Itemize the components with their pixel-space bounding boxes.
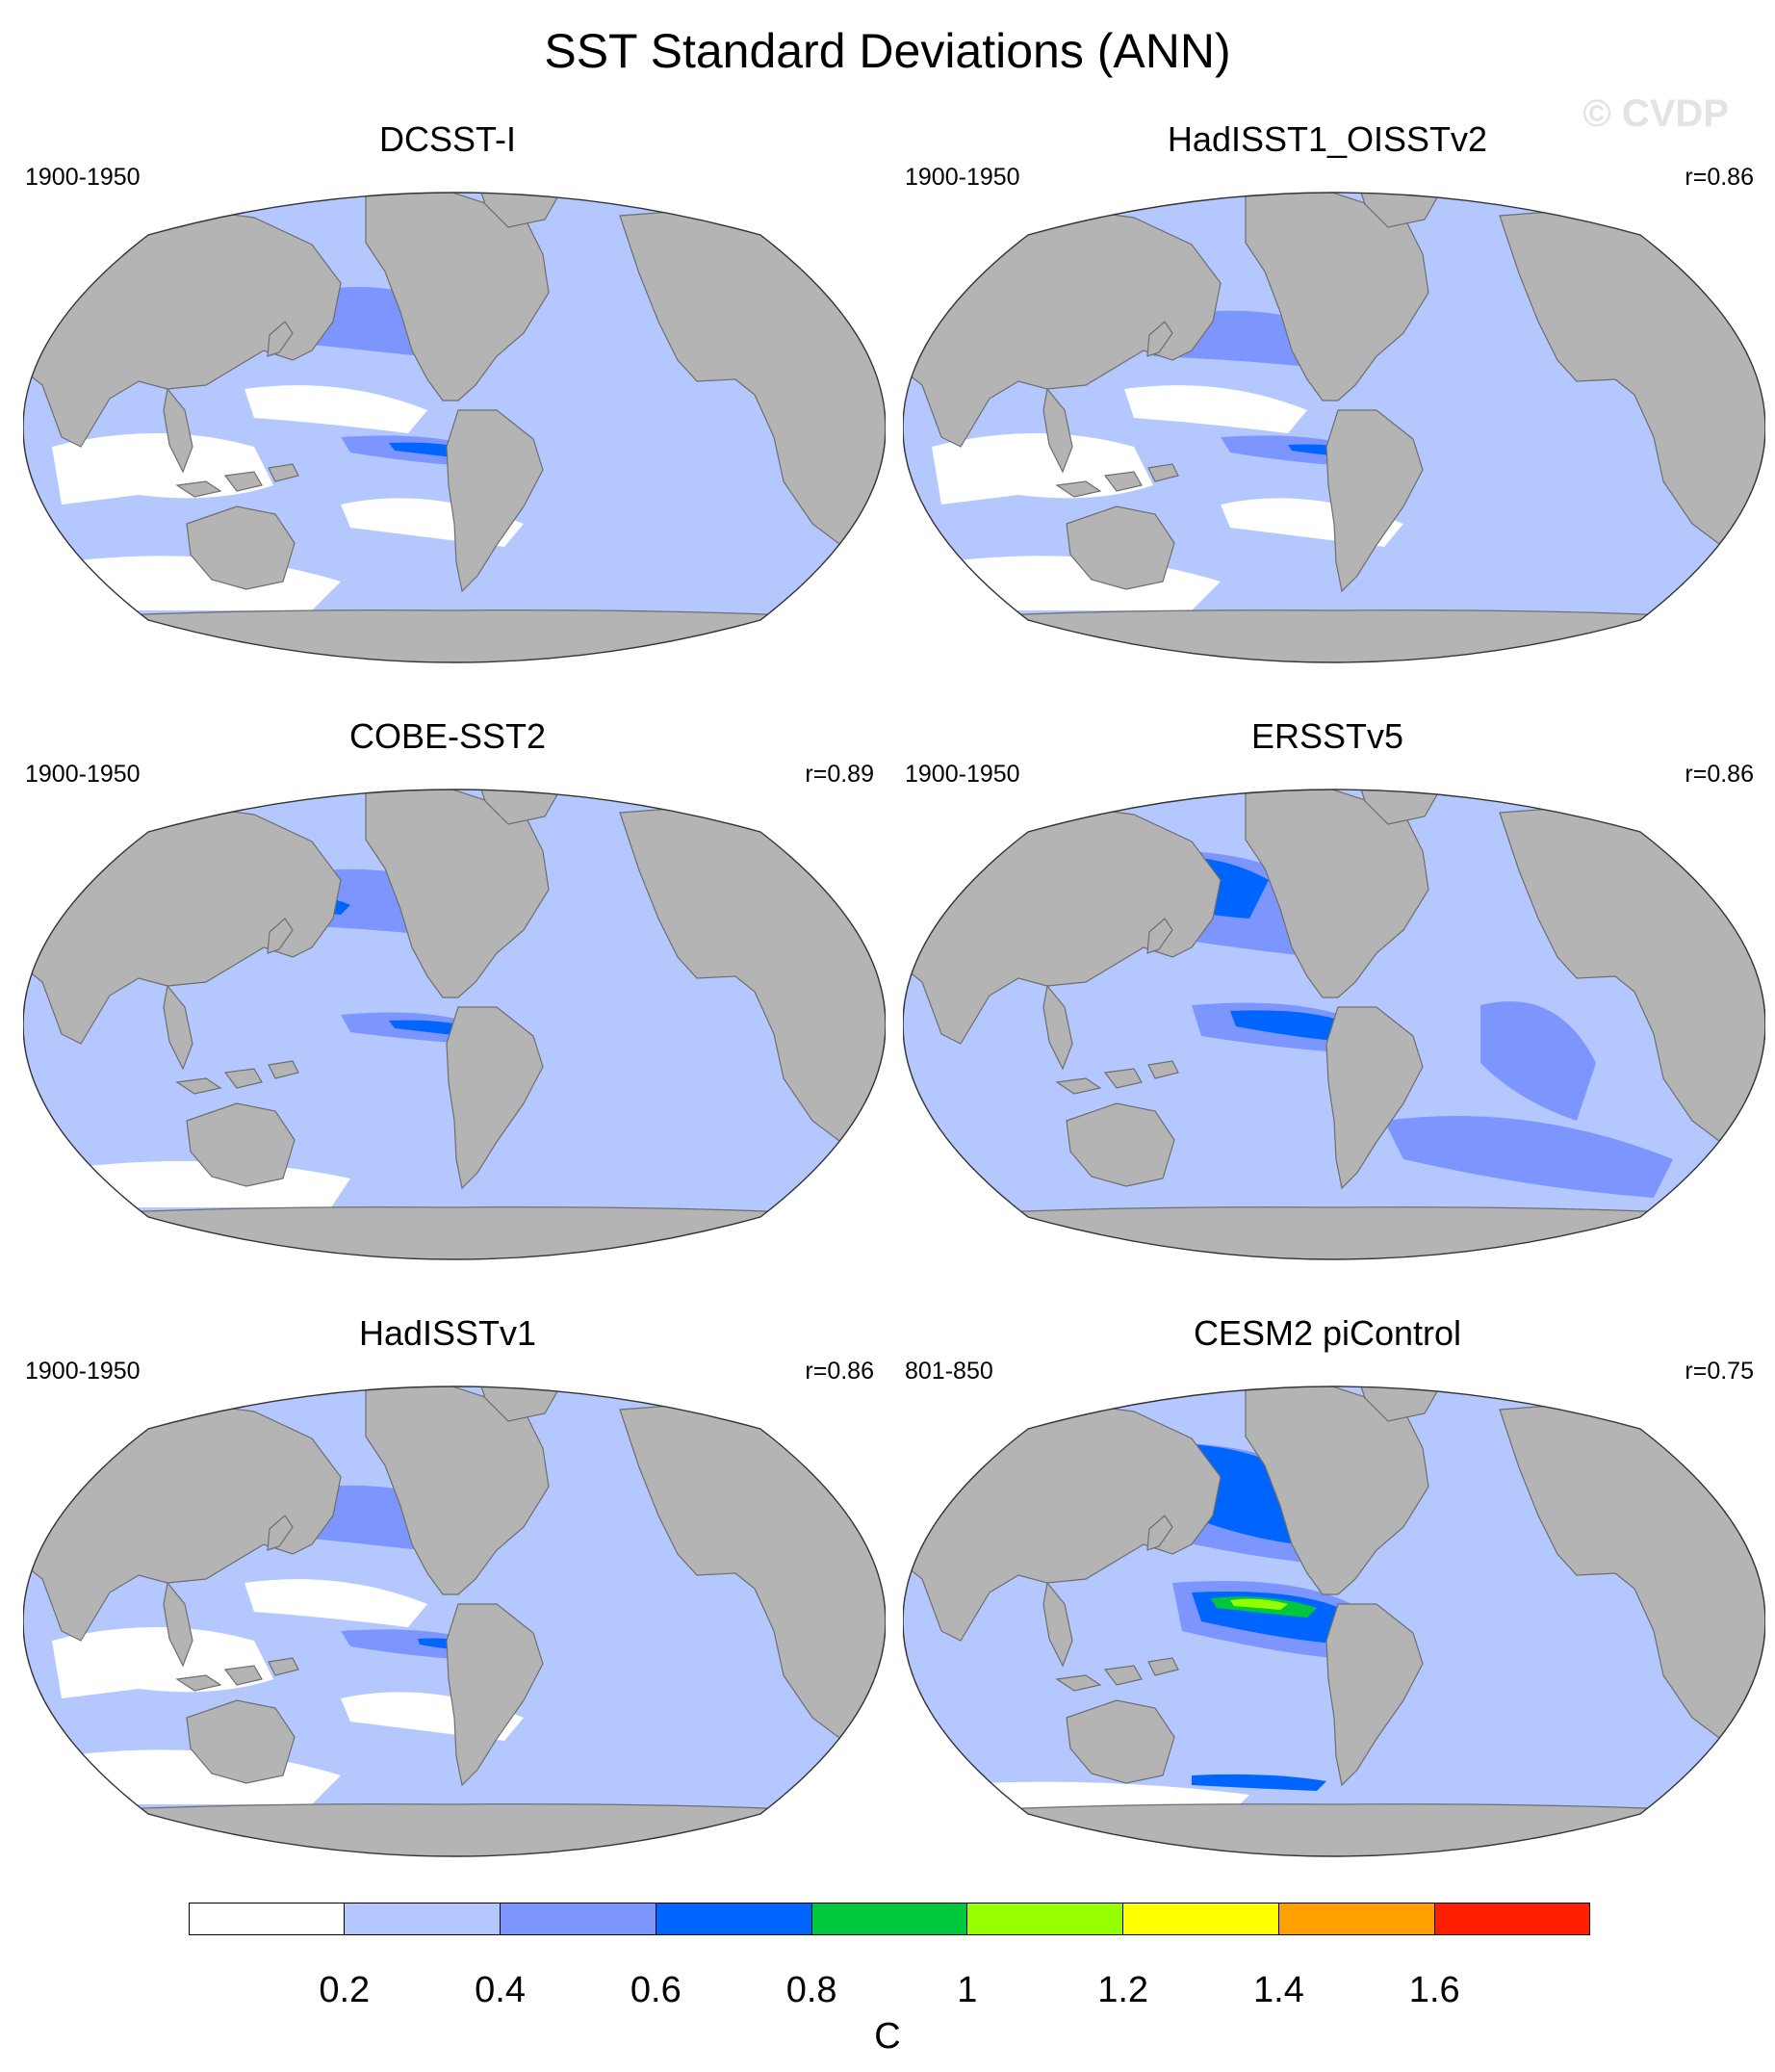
map-cobe: [23, 789, 886, 1260]
panel-ersst: ERSSTv5 1900-1950 r=0.86: [889, 716, 1765, 1294]
panel-correlation: r=0.86: [1685, 761, 1754, 788]
colorbar-tick-label: 0.6: [630, 1970, 682, 2010]
colorbar-segment: [1433, 1903, 1591, 1935]
colorbar-tick-label: 1.6: [1408, 1970, 1460, 2010]
panel-title: CESM2 piControl: [1193, 1313, 1462, 1353]
panel-period: 801-850: [905, 1358, 993, 1385]
colorbar-tick-label: 1: [957, 1970, 978, 2010]
map-hadisst-oisst: [903, 192, 1765, 663]
colorbar-tick-label: 0.2: [319, 1970, 371, 2010]
colorbar-segment: [810, 1903, 968, 1935]
panel-cobe: COBE-SST2 1900-1950 r=0.89: [10, 716, 886, 1294]
colorbar-segment: [344, 1903, 502, 1935]
panel-correlation: r=0.86: [1685, 164, 1754, 191]
colorbar-segment: [500, 1903, 656, 1935]
colorbar-tick-label: 0.4: [475, 1970, 526, 2010]
panel-period: 1900-1950: [25, 1358, 141, 1385]
panel-cesm2: CESM2 piControl 801-850 r=0.75: [889, 1313, 1765, 1891]
colorbar: [188, 1903, 1591, 1937]
panel-hadisst-oisst: HadISST1_OISSTv2 1900-1950 r=0.86: [889, 119, 1765, 697]
panel-dcsst: DCSST-I 1900-1950: [10, 119, 886, 697]
panel-title: HadISST1_OISSTv2: [1167, 119, 1488, 159]
colorbar-segment: [188, 1903, 346, 1935]
colorbar-segment: [966, 1903, 1124, 1935]
panel-correlation: r=0.75: [1685, 1358, 1754, 1385]
panel-title: ERSSTv5: [1250, 716, 1404, 756]
panel-hadisst: HadISSTv1 1900-1950 r=0.86: [10, 1313, 886, 1891]
watermark: © CVDP: [1582, 92, 1729, 135]
colorbar-unit: C: [874, 2016, 901, 2057]
colorbar-segment: [1277, 1903, 1435, 1935]
colorbar-tick-label: 1.2: [1097, 1970, 1149, 2010]
panel-period: 1900-1950: [905, 761, 1020, 788]
panel-period: 1900-1950: [25, 164, 141, 191]
panel-correlation: r=0.86: [805, 1358, 874, 1385]
map-ersst: [903, 789, 1765, 1260]
panel-period: 1900-1950: [25, 761, 141, 788]
map-dcsst: [23, 192, 886, 663]
colorbar-tick-label: 1.4: [1253, 1970, 1304, 2010]
colorbar-segment: [655, 1903, 812, 1935]
colorbar-segment: [1122, 1903, 1279, 1935]
panel-period: 1900-1950: [905, 164, 1020, 191]
panel-title: HadISSTv1: [358, 1313, 537, 1353]
map-hadisst: [23, 1386, 886, 1857]
panel-title: COBE-SST2: [348, 716, 547, 756]
figure-title: SST Standard Deviations (ANN): [544, 24, 1231, 78]
panel-title: DCSST-I: [378, 119, 516, 159]
panel-correlation: r=0.89: [805, 761, 874, 788]
colorbar-tick-label: 0.8: [785, 1970, 837, 2010]
map-cesm2: [903, 1386, 1765, 1857]
